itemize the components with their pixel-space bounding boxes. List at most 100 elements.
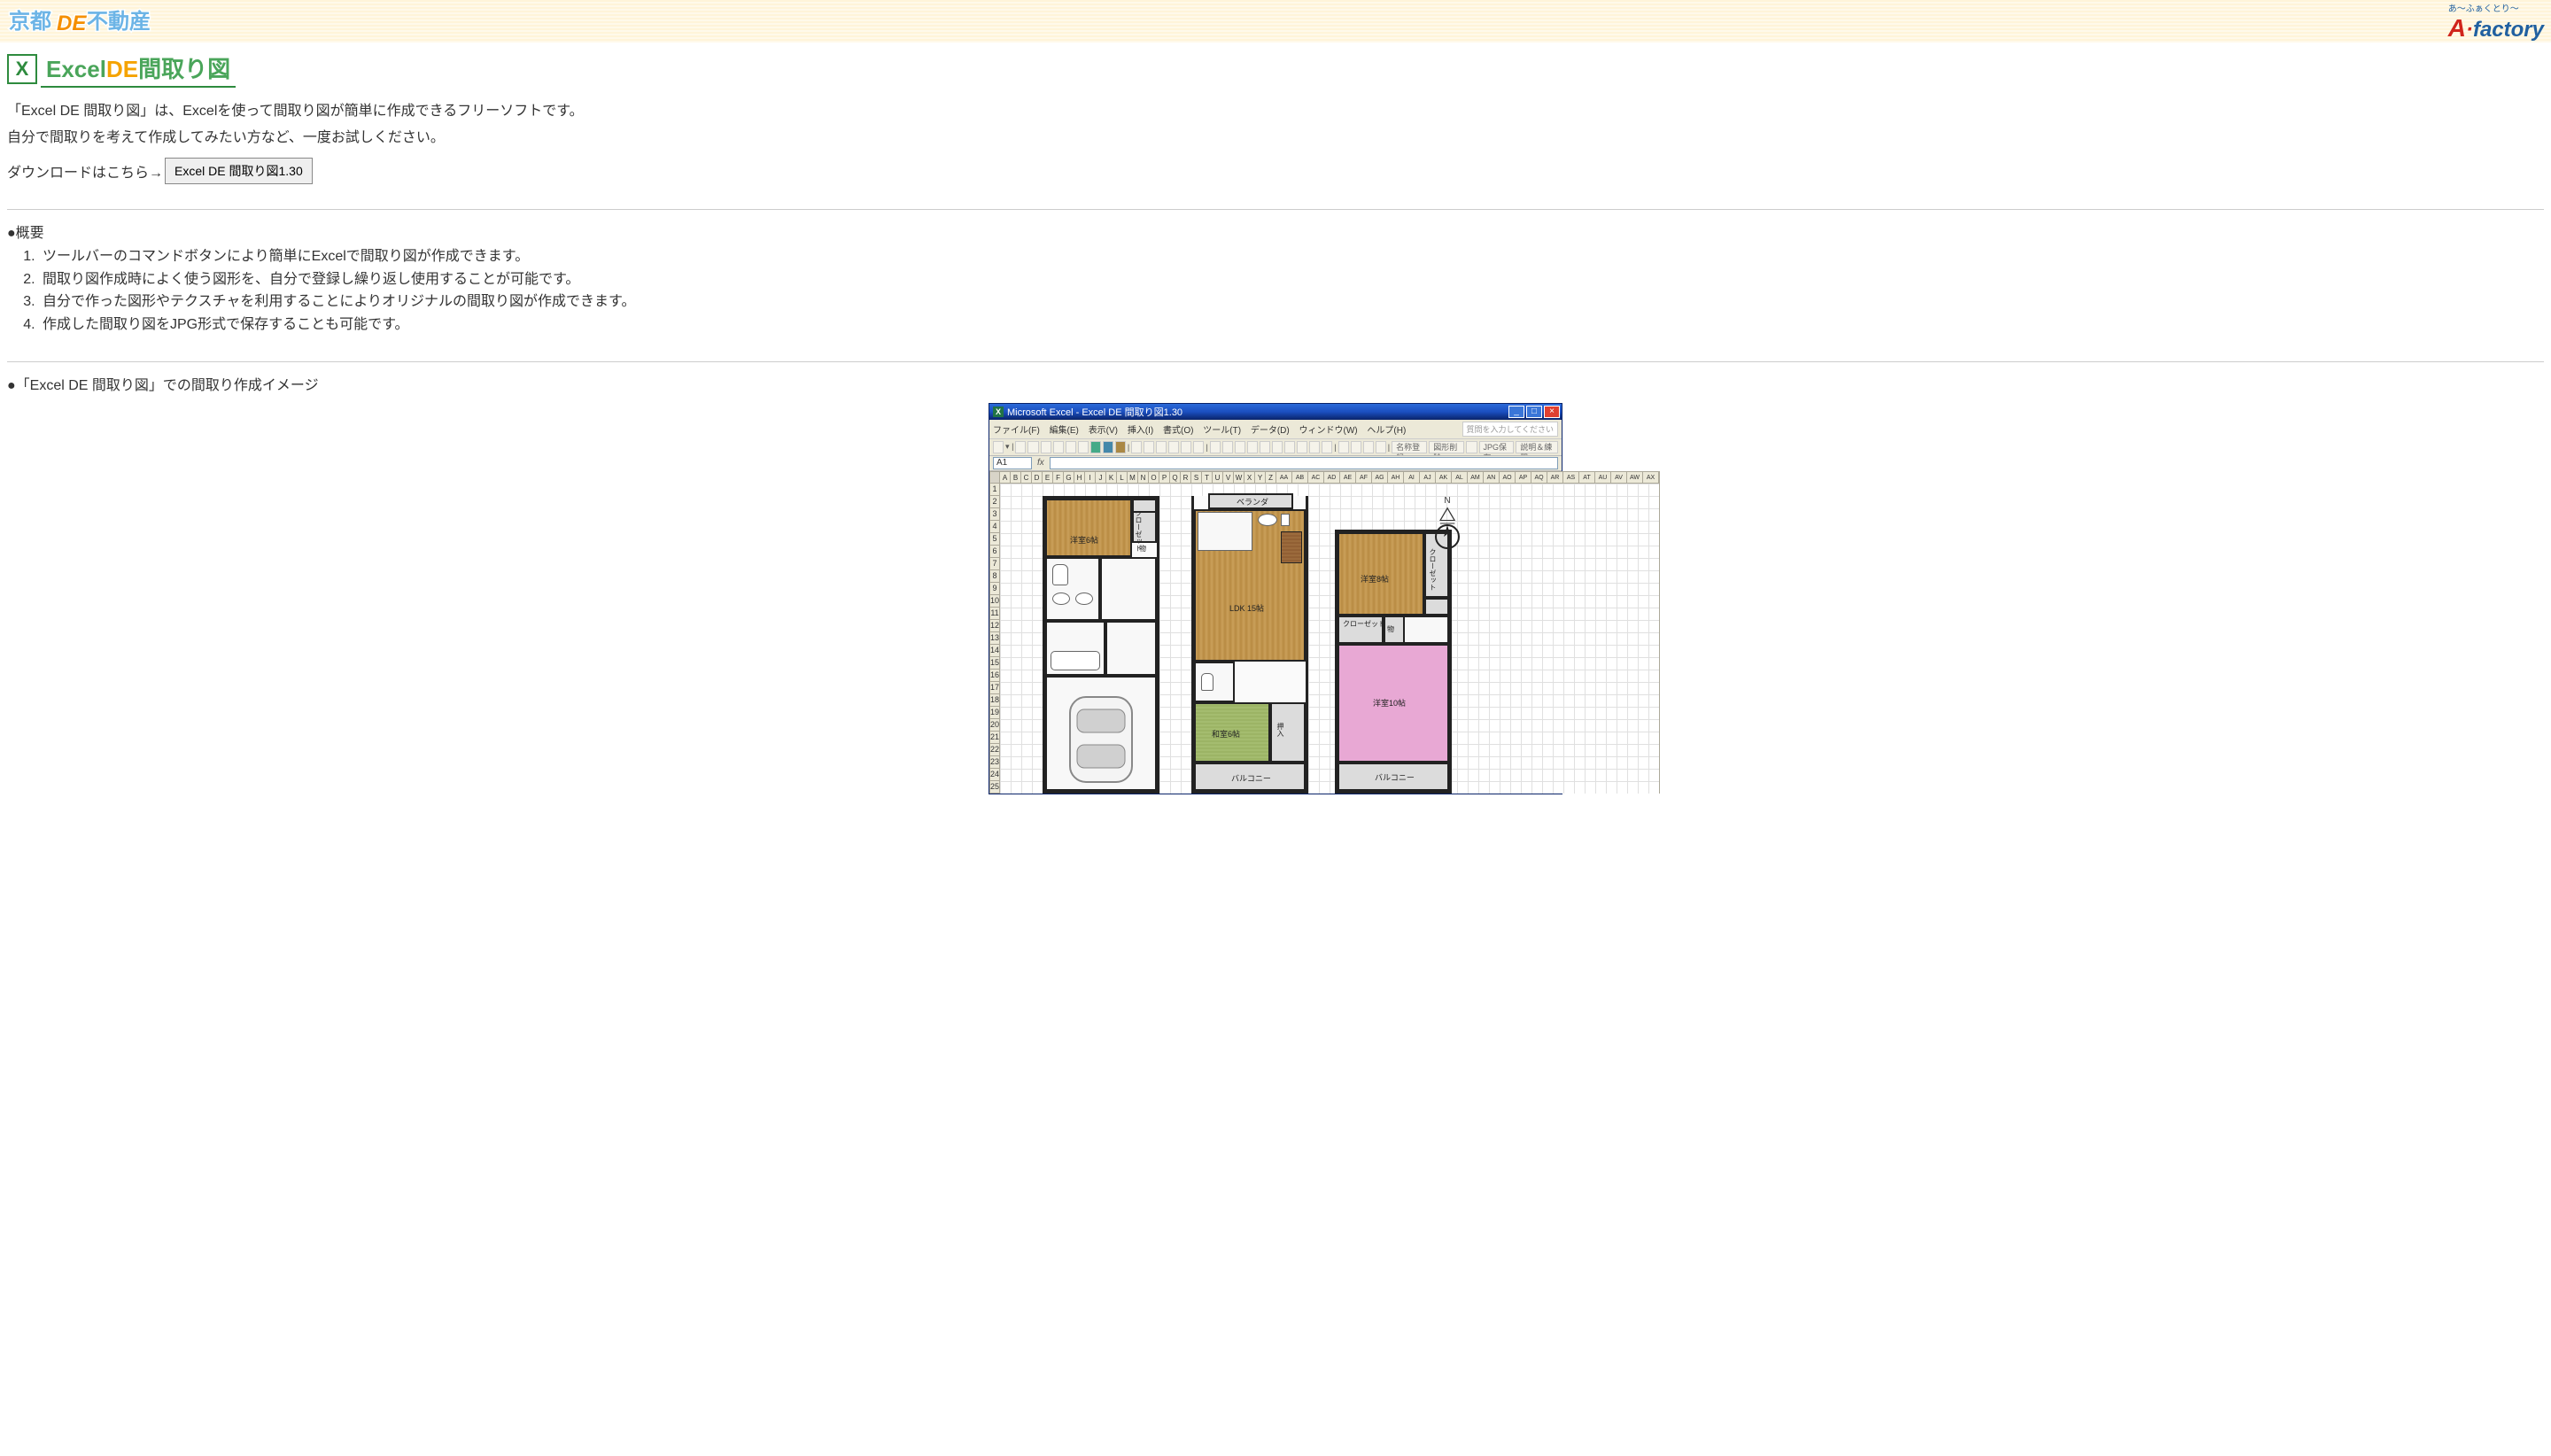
column-header[interactable]: K <box>1106 471 1117 484</box>
toolbar-btn[interactable] <box>1363 441 1374 453</box>
column-header[interactable]: B <box>1011 471 1021 484</box>
maximize-button[interactable]: □ <box>1526 406 1542 418</box>
toolbar-btn[interactable] <box>1222 441 1233 453</box>
toolbar-btn[interactable] <box>1260 441 1270 453</box>
menu-edit[interactable]: 編集(E) <box>1050 426 1079 436</box>
column-header[interactable]: Z <box>1266 471 1276 484</box>
toolbar-jpg-btn[interactable]: JPG保存 <box>1479 441 1515 453</box>
column-header[interactable]: AG <box>1372 471 1388 484</box>
column-header[interactable]: E <box>1043 471 1053 484</box>
column-header[interactable]: AC <box>1308 471 1324 484</box>
column-header[interactable]: L <box>1117 471 1128 484</box>
column-header[interactable]: M <box>1128 471 1138 484</box>
column-header[interactable]: A <box>1000 471 1011 484</box>
column-header[interactable]: AF <box>1356 471 1372 484</box>
column-header[interactable]: AP <box>1516 471 1531 484</box>
toolbar-btn[interactable] <box>1053 441 1064 453</box>
toolbar-btn[interactable] <box>1115 441 1126 453</box>
toolbar-btn[interactable] <box>1210 441 1221 453</box>
column-header[interactable]: AU <box>1595 471 1611 484</box>
vertical-scrollbar[interactable] <box>1659 471 1660 794</box>
menu-help[interactable]: ヘルプ(H) <box>1367 426 1406 436</box>
column-header[interactable]: AD <box>1324 471 1340 484</box>
column-header[interactable]: AW <box>1627 471 1643 484</box>
toolbar-delete-btn[interactable]: 図形削除 <box>1429 441 1464 453</box>
row-header[interactable]: 24 <box>989 769 1000 781</box>
column-header[interactable]: V <box>1223 471 1234 484</box>
row-header[interactable]: 7 <box>989 558 1000 570</box>
column-header[interactable]: N <box>1138 471 1149 484</box>
row-header[interactable]: 14 <box>989 645 1000 657</box>
name-box[interactable]: A1 <box>993 457 1032 469</box>
toolbar-btn[interactable] <box>1466 441 1477 453</box>
toolbar-btn[interactable] <box>1015 441 1026 453</box>
column-header[interactable]: AH <box>1388 471 1404 484</box>
toolbar-btn[interactable] <box>1309 441 1320 453</box>
column-header[interactable]: Q <box>1170 471 1181 484</box>
toolbar-btn[interactable] <box>1193 441 1204 453</box>
menu-format[interactable]: 書式(O) <box>1163 426 1193 436</box>
column-header[interactable]: AM <box>1468 471 1484 484</box>
column-header[interactable]: R <box>1181 471 1191 484</box>
toolbar-btn[interactable] <box>1338 441 1349 453</box>
column-header[interactable]: AA <box>1276 471 1292 484</box>
column-header[interactable]: H <box>1074 471 1085 484</box>
toolbar-btn[interactable] <box>1041 441 1051 453</box>
column-header[interactable]: AJ <box>1420 471 1436 484</box>
row-header[interactable]: 21 <box>989 732 1000 744</box>
menu-window[interactable]: ウィンドウ(W) <box>1299 426 1358 436</box>
row-header[interactable]: 17 <box>989 682 1000 694</box>
column-header[interactable]: G <box>1064 471 1074 484</box>
row-header[interactable]: 9 <box>989 583 1000 595</box>
row-header[interactable]: 15 <box>989 657 1000 670</box>
formula-bar[interactable] <box>1050 457 1558 469</box>
toolbar-btn[interactable] <box>993 441 1004 453</box>
toolbar-btn[interactable] <box>1376 441 1386 453</box>
row-header[interactable]: 3 <box>989 508 1000 521</box>
menu-data[interactable]: データ(D) <box>1251 426 1290 436</box>
row-header[interactable]: 16 <box>989 670 1000 682</box>
toolbar-btn[interactable] <box>1235 441 1245 453</box>
column-header[interactable]: AV <box>1611 471 1627 484</box>
column-header[interactable]: D <box>1032 471 1043 484</box>
column-header[interactable]: AO <box>1500 471 1516 484</box>
toolbar-btn[interactable] <box>1103 441 1113 453</box>
toolbar-btn[interactable] <box>1156 441 1167 453</box>
toolbar-btn[interactable] <box>1168 441 1179 453</box>
column-header[interactable]: X <box>1244 471 1255 484</box>
row-header[interactable]: 12 <box>989 620 1000 632</box>
column-header[interactable]: Y <box>1255 471 1266 484</box>
toolbar-btn[interactable] <box>1144 441 1154 453</box>
help-search-box[interactable]: 質問を入力してください <box>1462 422 1558 437</box>
menu-insert[interactable]: 挿入(I) <box>1128 426 1153 436</box>
toolbar-btn[interactable] <box>1351 441 1361 453</box>
column-header[interactable]: U <box>1213 471 1223 484</box>
column-header[interactable]: AX <box>1643 471 1659 484</box>
column-header[interactable]: AR <box>1547 471 1563 484</box>
column-header[interactable]: W <box>1234 471 1244 484</box>
site-logo-left[interactable]: 京都 DE 不動産 <box>7 2 184 41</box>
column-header[interactable]: C <box>1021 471 1032 484</box>
row-header[interactable]: 20 <box>989 719 1000 732</box>
toolbar-help-btn[interactable]: 説明＆練習 <box>1516 441 1558 453</box>
row-header[interactable]: 23 <box>989 756 1000 769</box>
row-header[interactable]: 10 <box>989 595 1000 608</box>
row-header[interactable]: 18 <box>989 694 1000 707</box>
toolbar-btn[interactable] <box>1090 441 1101 453</box>
toolbar-btn[interactable] <box>1181 441 1191 453</box>
menu-tools[interactable]: ツール(T) <box>1203 426 1241 436</box>
row-header[interactable]: 25 <box>989 781 1000 794</box>
column-header[interactable]: J <box>1096 471 1106 484</box>
toolbar-btn[interactable] <box>1078 441 1089 453</box>
minimize-button[interactable]: _ <box>1508 406 1524 418</box>
toolbar-btn[interactable] <box>1131 441 1142 453</box>
column-header[interactable]: I <box>1085 471 1096 484</box>
toolbar-btn[interactable] <box>1284 441 1295 453</box>
row-header[interactable]: 2 <box>989 496 1000 508</box>
column-header[interactable]: AQ <box>1531 471 1547 484</box>
toolbar-btn[interactable] <box>1027 441 1038 453</box>
toolbar-btn[interactable] <box>1322 441 1332 453</box>
column-header[interactable]: AB <box>1292 471 1308 484</box>
close-button[interactable]: × <box>1544 406 1560 418</box>
row-header[interactable]: 4 <box>989 521 1000 533</box>
